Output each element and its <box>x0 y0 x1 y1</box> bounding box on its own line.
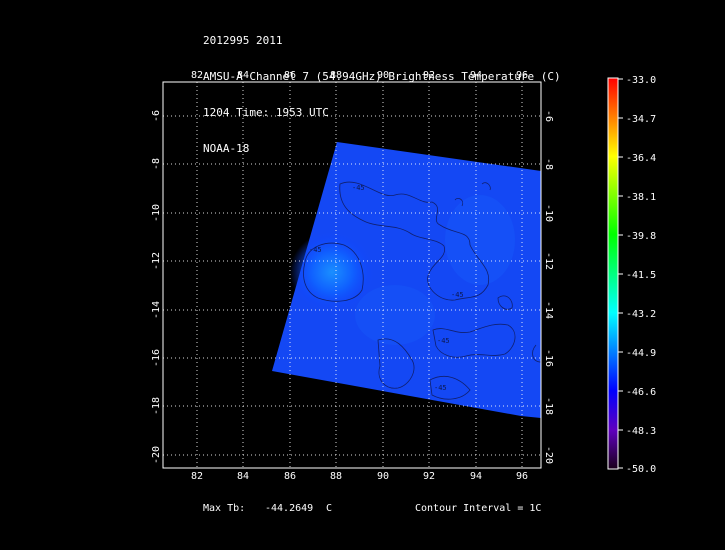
lon-tick: 94 <box>470 70 482 81</box>
lat-tick: -20 <box>151 446 162 464</box>
lon-ticks-top: 82 84 86 88 90 92 94 96 <box>191 70 528 81</box>
colorbar-label: -41.5 <box>626 270 656 281</box>
colorbar-label: -36.4 <box>626 153 656 164</box>
lon-tick: 88 <box>330 70 342 81</box>
lon-tick: 92 <box>423 471 435 482</box>
lat-tick: -12 <box>543 252 554 270</box>
lon-tick: 84 <box>237 70 249 81</box>
lon-tick: 96 <box>516 471 528 482</box>
lat-tick: -20 <box>543 446 554 464</box>
map-frame <box>162 81 542 469</box>
lon-tick: 94 <box>470 471 482 482</box>
svg-text:-45: -45 <box>309 246 322 254</box>
lon-tick: 96 <box>516 70 528 81</box>
svg-text:-45: -45 <box>451 291 464 299</box>
max-tb-value: -44.2649 <box>265 503 314 514</box>
svg-text:-45: -45 <box>437 337 450 345</box>
chart-header: 2012995 2011 AMSU-A Channel 7 (54.94GHz)… <box>203 11 561 167</box>
contour-interval: Contour Interval = 1C <box>415 503 542 514</box>
colorbar-ticks <box>618 78 623 469</box>
lon-ticks-bottom: 82 84 86 88 90 92 94 96 <box>191 471 528 482</box>
colorbar-label: -43.2 <box>626 309 656 320</box>
colorbar <box>607 77 619 470</box>
max-tb-unit: C <box>326 503 333 514</box>
lat-tick: -16 <box>151 349 162 367</box>
lat-tick: -6 <box>151 110 162 122</box>
colorbar-label: -44.9 <box>626 348 656 359</box>
svg-text:-45: -45 <box>434 384 447 392</box>
lon-tick: 82 <box>191 70 203 81</box>
header-date: 2012995 2011 <box>203 34 283 47</box>
colorbar-label: -38.1 <box>626 192 656 203</box>
contour-labels: -45 -45 -45 -45 -45 <box>309 184 464 392</box>
lat-tick: -10 <box>151 204 162 222</box>
lon-tick: 82 <box>191 471 203 482</box>
lon-tick: 90 <box>377 70 389 81</box>
colorbar-label: -33.0 <box>626 75 656 86</box>
colorbar-label: -46.6 <box>626 387 656 398</box>
lat-tick: -8 <box>543 158 554 170</box>
colorbar-label: -34.7 <box>626 114 656 125</box>
lon-tick: 86 <box>284 471 296 482</box>
max-tb-label: Max Tb: <box>203 503 246 514</box>
warm-spot <box>290 232 374 312</box>
lon-tick: 90 <box>377 471 389 482</box>
lat-ticks-left: -6 -8 -10 -12 -14 -16 -18 -20 <box>151 110 162 464</box>
lon-tick: 88 <box>330 471 342 482</box>
lon-tick: 92 <box>423 70 435 81</box>
graticule <box>163 82 541 468</box>
lat-tick: -8 <box>151 158 162 170</box>
lat-tick: -18 <box>151 397 162 415</box>
colorbar-label: -48.3 <box>626 426 656 437</box>
lon-tick: 84 <box>237 471 249 482</box>
header-title: AMSU-A Channel 7 (54.94GHz) Brightness T… <box>203 70 561 83</box>
svg-text:-45: -45 <box>352 184 365 192</box>
swath-layer: -45 -45 -45 -45 -45 <box>272 142 541 418</box>
lat-ticks-right: -6 -8 -10 -12 -14 -16 -18 -20 <box>543 110 554 464</box>
contour-lines <box>303 181 541 400</box>
lat-tick: -16 <box>543 349 554 367</box>
lat-tick: -12 <box>151 252 162 270</box>
header-satellite: NOAA-18 <box>203 142 250 155</box>
lat-tick: -18 <box>543 397 554 415</box>
lat-tick: -14 <box>543 301 554 319</box>
lat-tick: -6 <box>543 110 554 122</box>
colorbar-labels: -33.0 -34.7 -36.4 -38.1 -39.8 -41.5 -43.… <box>626 75 656 475</box>
colorbar-label: -39.8 <box>626 231 656 242</box>
lon-tick: 86 <box>284 70 296 81</box>
colorbar-label: -50.0 <box>626 464 656 475</box>
lat-tick: -10 <box>543 204 554 222</box>
lat-tick: -14 <box>151 301 162 319</box>
